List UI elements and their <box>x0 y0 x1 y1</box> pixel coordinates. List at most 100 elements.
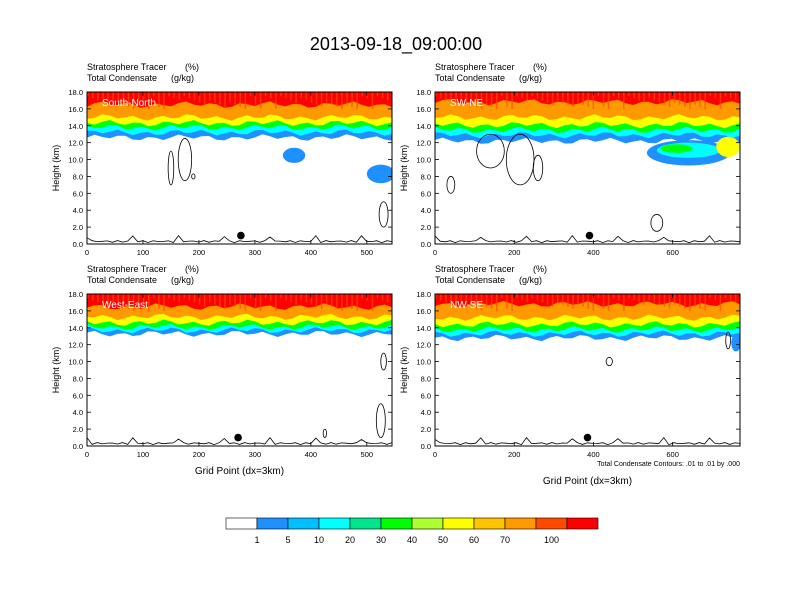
tracer-streak <box>148 294 150 311</box>
y-axis-label: Height (km) <box>51 347 61 394</box>
tracer-blob <box>716 136 740 158</box>
x-tick-label: 500 <box>361 450 374 459</box>
location-marker <box>583 433 592 442</box>
tracer-streak <box>628 294 630 299</box>
tracer-streak <box>341 294 343 311</box>
tracer-streak <box>729 294 732 301</box>
tracer-streak <box>607 294 610 311</box>
tracer-streak <box>331 294 333 307</box>
tracer-streak <box>259 294 262 311</box>
tracer-streak <box>602 294 605 309</box>
y-tick-label: 0.0 <box>73 240 83 249</box>
tracer-streak <box>516 92 518 97</box>
y-tick-label: 0.0 <box>73 442 83 451</box>
y-tick-label: 14.0 <box>416 122 431 131</box>
tracer-streak <box>521 92 523 99</box>
condensate-contour <box>725 331 731 350</box>
tracer-streak <box>234 294 236 307</box>
tracer-streak <box>541 294 544 303</box>
tracer-streak <box>290 92 292 101</box>
tracer-streak <box>729 92 732 99</box>
colorbar-swatch <box>504 517 537 530</box>
tracer-streak <box>684 294 686 309</box>
tracer-streak <box>577 92 579 103</box>
condensate-contour <box>650 214 664 232</box>
tracer-streak <box>142 92 145 107</box>
tracer-streak <box>320 92 323 107</box>
tracer-streak <box>663 92 666 105</box>
y-axis-label: Height (km) <box>399 347 409 394</box>
header-tracer-unit: (%) <box>185 62 199 72</box>
tracer-streak <box>551 92 554 105</box>
tracer-streak <box>470 294 473 307</box>
plot-area <box>87 294 392 446</box>
colorbar: 1 5 10 20 30 40 50 60 70 100 <box>225 517 599 545</box>
colorbar-label: 60 <box>469 535 479 545</box>
tracer-streak <box>689 294 691 311</box>
header-tracer: Stratosphere Tracer <box>87 62 167 72</box>
tracer-streak <box>435 92 437 97</box>
y-tick-label: 16.0 <box>416 307 431 316</box>
x-tick-label: 200 <box>508 450 521 459</box>
colorbar-label: 5 <box>285 535 290 545</box>
colorbar-swatch <box>535 517 568 530</box>
tracer-streak <box>490 92 493 107</box>
condensate-contour <box>605 356 613 367</box>
tracer-streak <box>673 92 676 103</box>
y-tick-label: 12.0 <box>68 341 83 350</box>
x-tick-label: 0 <box>85 450 89 459</box>
tracer-streak <box>618 294 620 301</box>
tracer-streak <box>572 294 574 309</box>
tracer-streak <box>239 92 241 107</box>
y-tick-label: 12.0 <box>68 139 83 148</box>
contour-footnote: Total Condensate Contours: .01 to .01 by… <box>597 461 740 468</box>
tracer-streak <box>460 92 462 101</box>
tracer-streak <box>557 294 559 303</box>
header-tracer-unit: (%) <box>533 62 547 72</box>
tracer-streak <box>506 294 508 309</box>
tracer-streak <box>648 294 650 301</box>
tracer-streak <box>188 92 191 99</box>
tracer-streak <box>249 92 252 97</box>
tracer-streak <box>346 294 348 307</box>
tracer-streak <box>501 294 503 299</box>
tracer-streak <box>234 92 236 105</box>
tracer-streak <box>285 92 287 99</box>
y-tick-label: 18.0 <box>68 88 83 97</box>
tracer-streak <box>526 294 528 303</box>
tracer-streak <box>280 294 282 299</box>
tracer-streak <box>485 92 488 105</box>
y-tick-label: 6.0 <box>73 189 83 198</box>
x-tick-label: 300 <box>249 450 262 459</box>
tracer-streak <box>638 294 640 303</box>
tracer-streak <box>132 92 135 109</box>
tracer-streak <box>668 294 671 309</box>
tracer-streak <box>546 294 549 305</box>
tracer-streak <box>92 92 94 99</box>
tracer-streak <box>259 92 262 109</box>
y-tick-label: 18.0 <box>68 290 83 299</box>
figure-title: 2013-09-18_09:00:00 <box>310 34 482 55</box>
y-tick-label: 16.0 <box>68 307 83 316</box>
tracer-streak <box>356 92 358 109</box>
colorbar-swatch <box>380 517 413 530</box>
colorbar-swatch <box>225 517 258 530</box>
tracer-blob <box>731 334 740 352</box>
tracer-blob <box>366 164 392 184</box>
header-condensate-unit: (g/kg) <box>171 275 194 285</box>
x-tick-label: 500 <box>361 248 374 257</box>
y-tick-label: 14.0 <box>416 324 431 333</box>
location-marker <box>237 231 245 240</box>
tracer-streak <box>102 92 104 103</box>
tracer-streak <box>460 294 462 303</box>
tracer-streak <box>300 294 302 301</box>
tracer-streak <box>490 294 493 309</box>
tracer-streak <box>704 92 706 109</box>
tracer-streak <box>562 92 564 103</box>
tracer-streak <box>137 294 140 307</box>
header-tracer-unit: (%) <box>533 264 547 274</box>
tracer-streak <box>633 92 635 99</box>
tracer-streak <box>612 92 615 97</box>
x-tick-label: 600 <box>666 450 679 459</box>
colorbar-label: 20 <box>345 535 355 545</box>
